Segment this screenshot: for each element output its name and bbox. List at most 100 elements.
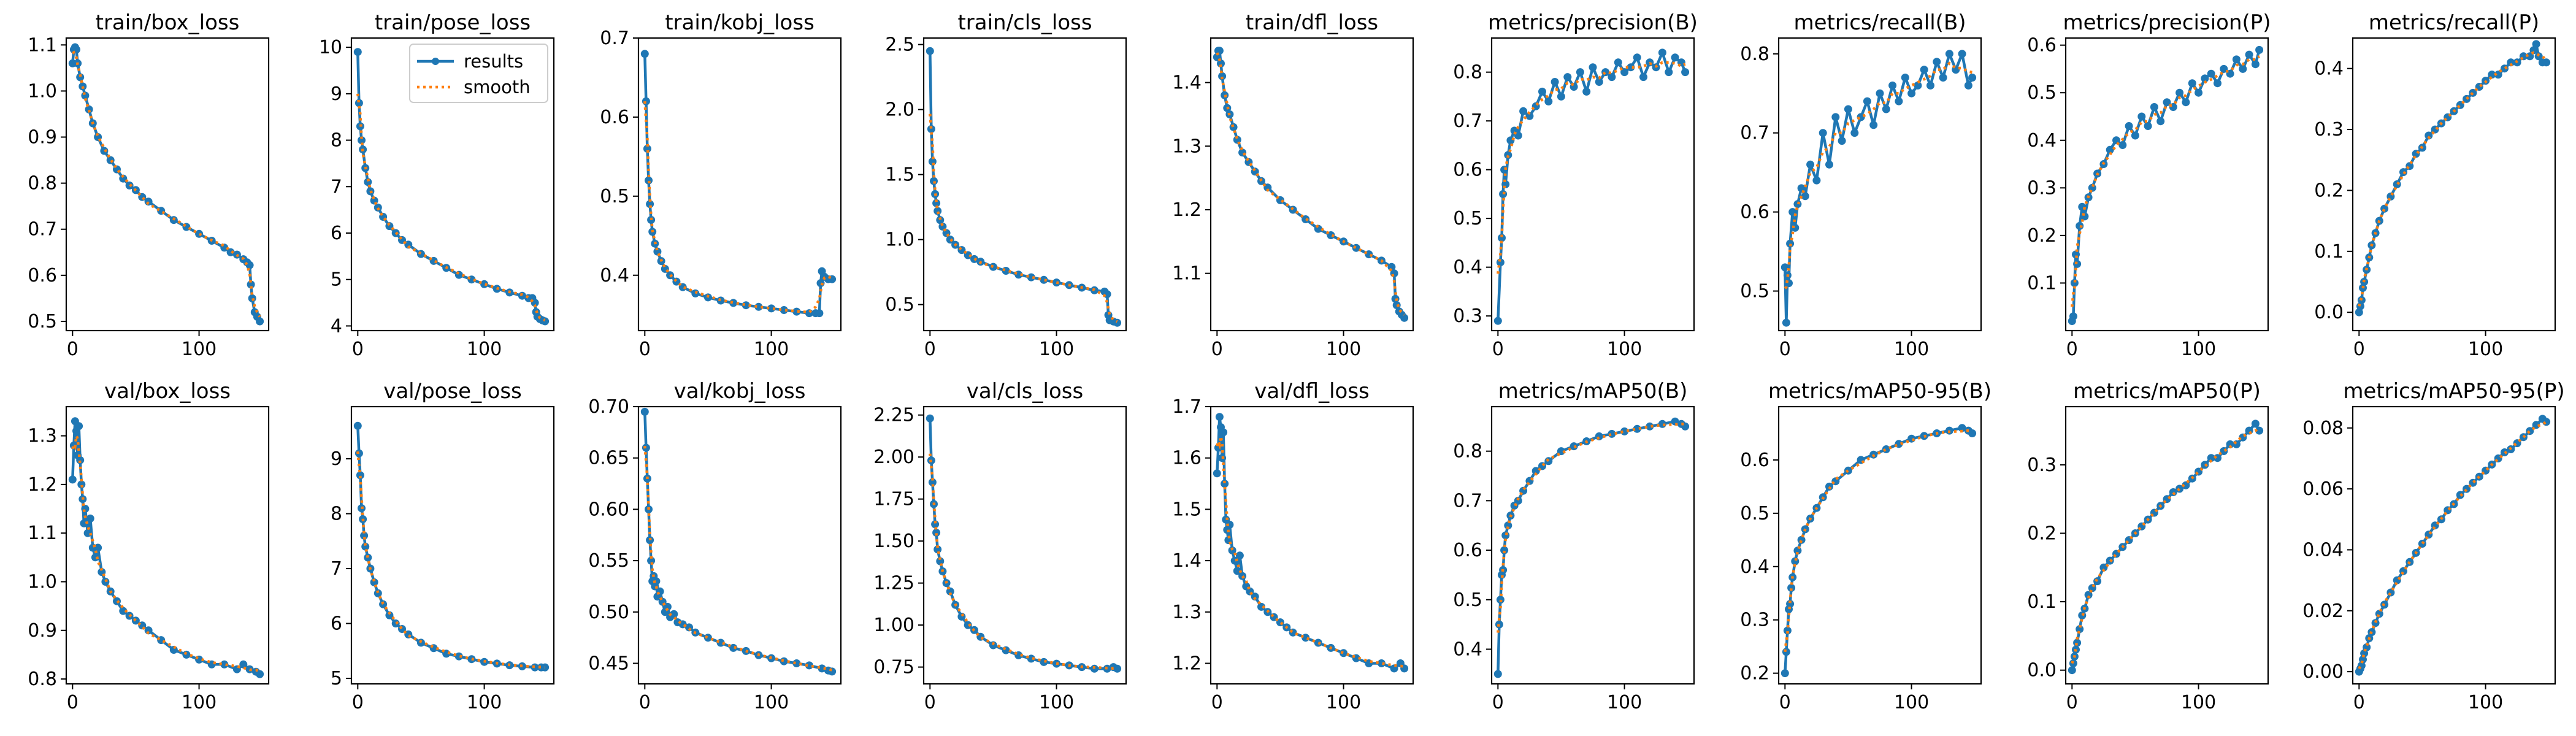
smooth-line-metrics-map50-b <box>1497 423 1685 633</box>
results-point-metrics-recall-b-32 <box>1945 50 1953 58</box>
ytick-label-train-pose-loss-6: 10 <box>319 37 342 58</box>
panel-train-cls-loss: train/cls_loss 0.5 1.0 1.5 2.0 2.5 0 100 <box>885 10 1127 360</box>
results-point-train-box-loss-31 <box>248 294 256 302</box>
legend-results-marker <box>432 58 439 65</box>
smooth-line-val-box-loss <box>71 431 261 673</box>
smooth-line-metrics-precision-b <box>1497 61 1686 274</box>
results-point-train-box-loss-34 <box>256 317 264 326</box>
results-point-metrics-map50-b-2 <box>1496 596 1505 604</box>
results-point-metrics-recall-b-35 <box>1964 81 1972 90</box>
results-point-train-dfl-loss-16 <box>1289 205 1297 214</box>
results-point-train-cls-loss-1 <box>927 125 935 133</box>
results-point-metrics-map50-95-b-25 <box>1958 424 1966 432</box>
results-point-metrics-recall-b-26 <box>1907 89 1916 98</box>
results-point-val-dfl-loss-24 <box>1289 628 1297 637</box>
results-point-metrics-recall-p-30 <box>2507 58 2515 67</box>
results-point-metrics-precision-p-2 <box>2070 278 2079 287</box>
results-point-val-cls-loss-5 <box>932 529 941 537</box>
ytick-label-train-box-loss-1: 0.6 <box>28 265 57 286</box>
ytick-label-train-pose-loss-1: 5 <box>331 269 342 291</box>
results-point-val-pose-loss-9 <box>370 578 378 586</box>
smooth-line-val-kobj-loss <box>643 446 833 672</box>
ytick-label-train-cls-loss-4: 2.5 <box>885 34 914 56</box>
xtick-label-metrics-precision-b-0: 0 <box>1492 339 1504 360</box>
panel-val-cls-loss: val/cls_loss 0.75 1.00 1.25 1.50 1.75 2.00 2.25… <box>873 379 1127 713</box>
smooth-line-metrics-recall-b <box>1784 61 1972 289</box>
results-point-val-dfl-loss-15 <box>1238 572 1247 580</box>
ytick-label-train-kobj-loss-3: 0.7 <box>600 28 629 49</box>
results-point-val-box-loss-14 <box>91 553 99 562</box>
smooth-line-train-cls-loss <box>929 113 1118 323</box>
results-point-train-dfl-loss-3 <box>1217 59 1225 67</box>
results-point-val-kobj-loss-14 <box>663 602 672 611</box>
ytick-label-metrics-precision-b-2: 0.5 <box>1453 208 1482 229</box>
xtick-label-train-dfl-loss-0: 0 <box>1211 339 1223 360</box>
ytick-label-train-dfl-loss-1: 1.2 <box>1172 199 1202 221</box>
results-point-val-box-loss-30 <box>220 660 229 669</box>
results-point-val-box-loss-32 <box>239 660 248 669</box>
panel-title-metrics-precision-b: metrics/precision(B) <box>1488 10 1698 35</box>
smooth-line-train-dfl-loss <box>1216 52 1406 316</box>
results-point-metrics-recall-p-15 <box>2412 150 2420 158</box>
xtick-label-metrics-map50-95-p-1: 100 <box>2468 692 2503 713</box>
ytick-label-train-cls-loss-3: 2.0 <box>885 99 914 121</box>
ytick-label-val-cls-loss-2: 1.25 <box>873 573 914 594</box>
xtick-label-train-cls-loss-0: 0 <box>924 339 936 360</box>
results-point-metrics-precision-p-12 <box>2106 145 2114 154</box>
ytick-label-metrics-map50-95-b-4: 0.6 <box>1740 450 1769 471</box>
results-point-train-pose-loss-31 <box>541 317 550 326</box>
panel-metrics-map50-95-p: metrics/mAP50-95(P) 0.00 0.02 0.04 0.06 0.08 0… <box>2302 379 2564 713</box>
results-point-metrics-precision-b-24 <box>1608 73 1616 82</box>
ytick-label-metrics-map50-p-1: 0.1 <box>2027 591 2057 613</box>
results-point-metrics-precision-b-19 <box>1576 68 1584 77</box>
ytick-label-val-cls-loss-1: 1.00 <box>873 615 914 636</box>
ytick-label-metrics-map50-p-2: 0.2 <box>2027 523 2057 544</box>
results-point-metrics-precision-b-21 <box>1589 63 1597 72</box>
xtick-label-val-pose-loss-0: 0 <box>352 692 364 713</box>
results-point-metrics-map50-b-21 <box>1620 427 1629 435</box>
results-point-metrics-recall-b-10 <box>1806 160 1815 169</box>
results-point-metrics-precision-b-7 <box>1506 136 1515 145</box>
panel-train-box-loss: train/box_loss 0.5 0.6 0.7 0.8 0.9 1.0 1.1 0 100 <box>28 10 270 360</box>
results-point-metrics-recall-p-24 <box>2469 88 2477 97</box>
panel-title-val-kobj-loss: val/kobj_loss <box>674 379 806 404</box>
results-point-train-dfl-loss-4 <box>1218 72 1227 80</box>
results-point-metrics-recall-b-17 <box>1850 129 1859 137</box>
panel-metrics-recall-b: metrics/recall(B) 0.5 0.6 0.7 0.8 0 100 <box>1740 10 1982 360</box>
results-point-val-dfl-loss-10 <box>1225 521 1234 529</box>
results-point-metrics-precision-b-15 <box>1551 78 1559 86</box>
results-point-train-kobj-loss-0 <box>640 50 649 58</box>
results-point-train-cls-loss-19 <box>1027 273 1035 282</box>
results-point-metrics-map50-b-7 <box>1504 521 1512 530</box>
axes-frame-metrics-recall-p <box>2352 37 2556 332</box>
xtick-label-val-box-loss-1: 100 <box>182 692 217 713</box>
ytick-label-train-cls-loss-2: 1.5 <box>885 164 914 186</box>
panel-title-train-cls-loss: train/cls_loss <box>957 10 1092 35</box>
results-point-metrics-precision-b-13 <box>1538 87 1546 96</box>
results-point-metrics-recall-b-27 <box>1914 81 1922 90</box>
ytick-label-val-box-loss-4: 1.2 <box>28 474 57 496</box>
results-point-metrics-recall-b-25 <box>1901 74 1909 82</box>
results-point-metrics-recall-p-12 <box>2393 180 2401 188</box>
xtick-label-train-kobj-loss-0: 0 <box>639 339 651 360</box>
xtick-label-metrics-map50-95-p-0: 0 <box>2353 692 2365 713</box>
panel-metrics-precision-p: metrics/precision(P) 0.1 0.2 0.3 0.4 0.5 0.6 0 1… <box>2027 10 2271 360</box>
smooth-line-metrics-recall-p <box>2358 51 2548 307</box>
results-point-metrics-recall-p-27 <box>2488 71 2496 79</box>
results-point-metrics-map50-p-35 <box>2251 420 2260 428</box>
xtick-label-metrics-map50-p-1: 100 <box>2181 692 2216 713</box>
ytick-label-val-dfl-loss-2: 1.4 <box>1172 550 1202 572</box>
results-point-metrics-map50-95-b-27 <box>1968 429 1977 437</box>
results-point-val-dfl-loss-18 <box>1251 592 1259 601</box>
results-point-metrics-precision-b-33 <box>1665 68 1673 77</box>
results-point-val-cls-loss-20 <box>1040 657 1048 666</box>
ytick-label-val-cls-loss-3: 1.50 <box>873 531 914 552</box>
xtick-label-metrics-recall-p-0: 0 <box>2353 339 2365 360</box>
ytick-label-val-box-loss-1: 0.9 <box>28 620 57 642</box>
results-point-train-box-loss-29 <box>245 261 254 269</box>
results-point-val-box-loss-22 <box>131 616 140 625</box>
ytick-label-train-pose-loss-3: 7 <box>331 176 342 197</box>
results-point-metrics-recall-b-11 <box>1812 176 1821 185</box>
axes-frame-val-cls-loss <box>922 405 1127 685</box>
